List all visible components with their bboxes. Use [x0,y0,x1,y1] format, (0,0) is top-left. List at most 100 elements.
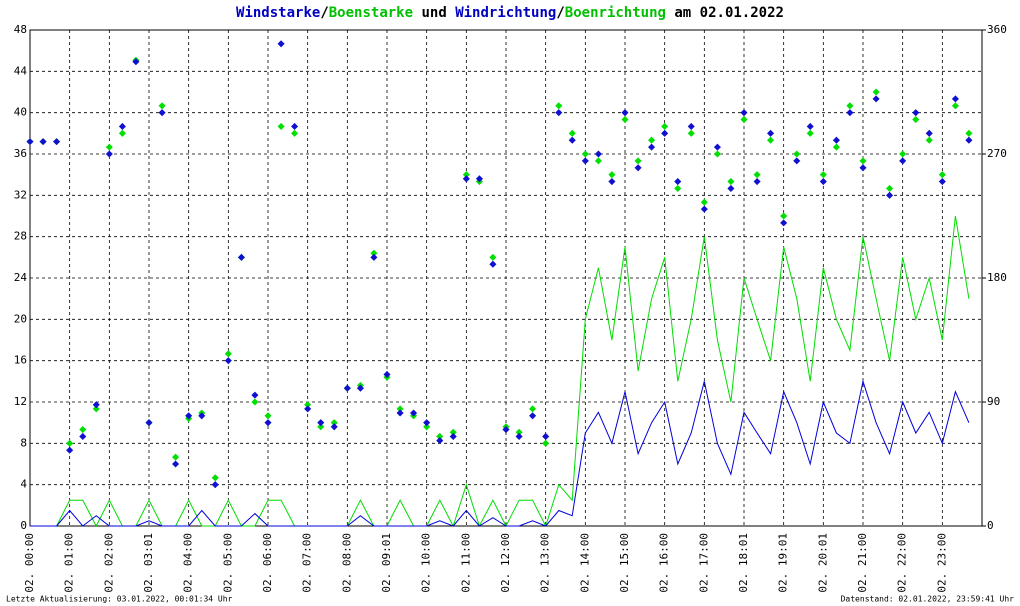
direction-point [462,175,470,183]
direction-point [912,116,920,124]
direction-point [304,405,312,413]
direction-point [555,109,563,117]
direction-point [661,129,669,137]
direction-point [661,122,669,130]
direction-point [859,164,867,172]
x-tick-label: 02. 07:00 [301,533,314,593]
direction-point [489,260,497,268]
direction-point [502,426,510,434]
direction-point [872,95,880,103]
direction-point [886,191,894,199]
direction-point [687,129,695,137]
direction-point [396,405,404,413]
x-tick-label: 02. 01:00 [63,533,76,593]
direction-point [66,446,74,454]
direction-point [793,157,801,165]
direction-point [753,171,761,179]
title-part: am 02.01.2022 [666,5,784,21]
y-tick-label: 48 [14,23,27,36]
x-tick-label: 02. 10:00 [420,533,433,593]
direction-point [436,432,444,440]
direction-point [793,150,801,158]
y2-tick-label: 360 [987,23,1007,36]
direction-point [542,439,550,447]
direction-point [806,122,814,130]
direction-point [542,432,550,440]
direction-point [819,171,827,179]
direction-point [925,129,933,137]
y-tick-label: 40 [14,106,27,119]
direction-point [581,157,589,165]
direction-point [515,432,523,440]
direction-point [224,357,232,365]
x-tick-label: 02. 12:00 [499,533,512,593]
x-tick-label: 02. 08:00 [340,533,353,593]
x-tick-label: 02. 16:00 [658,533,671,593]
y2-tick-label: 0 [987,519,994,532]
x-tick-label: 02. 17:00 [697,533,710,593]
direction-point [291,129,299,137]
direction-point [951,95,959,103]
y-tick-label: 28 [14,230,27,243]
direction-point [938,178,946,186]
direction-point [370,249,378,257]
direction-point [634,164,642,172]
direction-point [594,157,602,165]
title-part: Boenrichtung [565,5,666,21]
direction-point [198,412,206,420]
direction-point [529,405,537,413]
direction-point [172,453,180,461]
direction-point [132,58,140,66]
direction-point [251,398,259,406]
x-tick-label: 02. 02:00 [102,533,115,593]
x-tick-label: 02. 09:01 [380,533,393,593]
direction-point [832,143,840,151]
direction-point [846,102,854,110]
direction-point [462,171,470,179]
title-part: / [320,5,328,21]
direction-point [753,178,761,186]
footer-right: Datenstand: 02.01.2022, 23:59:41 Uhr [841,595,1015,604]
direction-point [872,88,880,96]
direction-point [92,405,100,413]
direction-point [648,136,656,144]
direction-point [687,122,695,130]
direction-point [277,40,285,48]
direction-point [330,419,338,427]
direction-point [423,419,431,427]
series-line [30,379,970,527]
direction-point [264,412,272,420]
x-tick-label: 02. 05:00 [221,533,234,593]
direction-point [224,350,232,358]
direction-point [727,178,735,186]
direction-point [304,401,312,409]
y2-tick-label: 270 [987,147,1007,160]
direction-point [594,150,602,158]
direction-point [529,412,537,420]
direction-point [806,129,814,137]
direction-point [555,102,563,110]
x-tick-label: 02. 14:00 [578,533,591,593]
x-tick-label: 02. 11:00 [459,533,472,593]
direction-point [317,419,325,427]
direction-point [608,171,616,179]
y-tick-label: 20 [14,312,27,325]
x-tick-label: 02. 18:01 [737,533,750,593]
direction-point [832,136,840,144]
direction-point [648,143,656,151]
direction-point [264,419,272,427]
y-tick-label: 0 [20,519,27,532]
direction-point [449,432,457,440]
y2-tick-label: 90 [987,395,1000,408]
chart-title: Windstarke/Boenstarke und Windrichtung/B… [236,5,784,21]
direction-point [938,171,946,179]
direction-point [621,109,629,117]
direction-point [118,122,126,130]
title-part: Windstarke [236,5,320,21]
title-part: Boenstarke [329,5,413,21]
direction-point [581,150,589,158]
direction-point [886,184,894,192]
direction-point [26,138,34,146]
direction-point [211,481,219,489]
